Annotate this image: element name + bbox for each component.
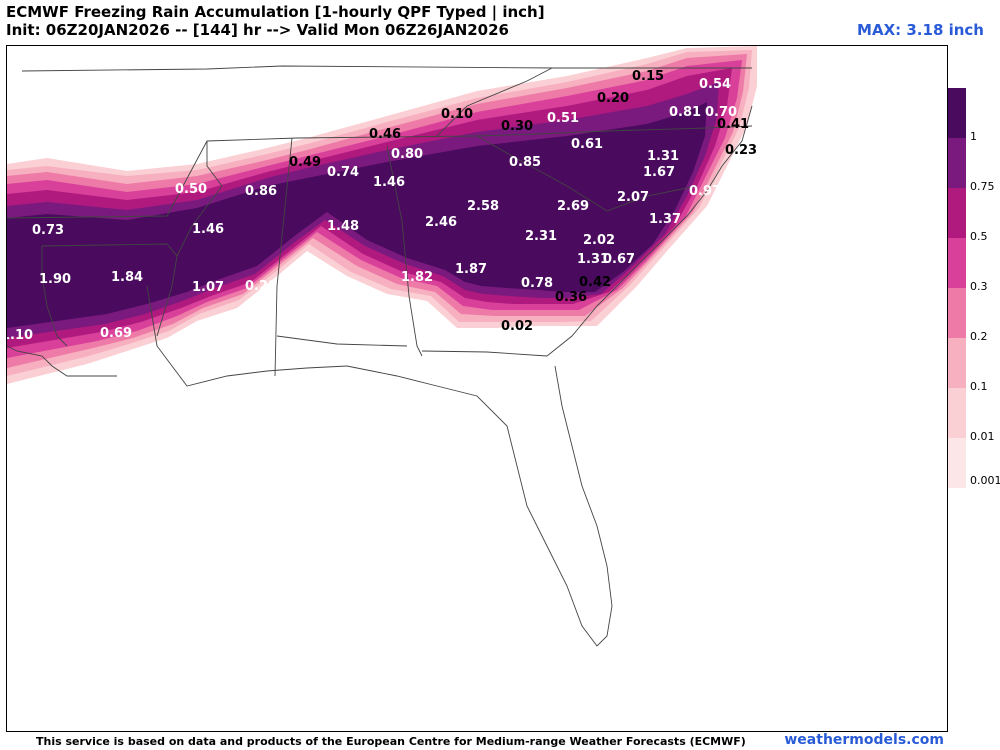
value-label: 1.67 (643, 165, 675, 180)
border-trace (7, 345, 117, 377)
border-trace (346, 365, 613, 647)
value-label: 0.41 (717, 117, 749, 132)
legend-swatch (948, 138, 966, 188)
value-label: 1.07 (192, 280, 224, 295)
value-label: 0.02 (501, 319, 533, 334)
legend-label: 0.3 (970, 280, 988, 293)
map-title: ECMWF Freezing Rain Accumulation [1-hour… (6, 3, 545, 21)
value-label: 0.28 (245, 279, 277, 294)
legend-label: 0.1 (970, 380, 988, 393)
value-label: 0.42 (579, 275, 611, 290)
data-credit: This service is based on data and produc… (36, 735, 746, 748)
border-trace (274, 137, 293, 377)
value-label: 0.50 (175, 182, 207, 197)
value-label: 0.30 (501, 119, 533, 134)
value-label: 0.36 (555, 290, 587, 305)
border-trace (386, 145, 423, 357)
legend-label: 0.2 (970, 330, 988, 343)
legend-swatch (948, 388, 966, 438)
value-label: 0.23 (725, 143, 757, 158)
value-label: 1.46 (373, 175, 405, 190)
value-label: 0.85 (509, 155, 541, 170)
value-label: 2.46 (425, 215, 457, 230)
value-label: 0.74 (327, 165, 359, 180)
legend-label: 0.5 (970, 230, 988, 243)
border-trace (421, 350, 548, 357)
value-label: 1.37 (649, 212, 681, 227)
border-trace (476, 135, 698, 212)
value-label: 0.70 (705, 105, 737, 120)
value-label: 0.15 (632, 69, 664, 84)
border-trace (436, 67, 553, 137)
border-trace (21, 65, 752, 72)
legend-swatch (948, 338, 966, 388)
value-labels: 0.15 0.54 0.20 0.81 0.70 0.10 0.51 0.41 0.30 0.46… (7, 69, 757, 343)
max-value-label: MAX: 3.18 inch (857, 21, 984, 39)
value-label: 0.51 (547, 111, 579, 126)
value-label: 1.82 (401, 270, 433, 285)
value-label: 0.67 (603, 252, 635, 267)
value-label: 2.58 (467, 199, 499, 214)
legend-label: 0.001 (970, 474, 1000, 487)
value-label: 2.07 (617, 190, 649, 205)
state-borders (7, 65, 753, 647)
map-panel: 0.15 0.54 0.20 0.81 0.70 0.10 0.51 0.41 0.30 0.46… (6, 45, 948, 732)
legend-label: 0.01 (970, 430, 995, 443)
border-trace (41, 246, 68, 347)
value-label: 2.69 (557, 199, 589, 214)
value-label: 0.69 (100, 326, 132, 341)
value-label: 1.90 (39, 272, 71, 287)
value-label: 0.20 (597, 91, 629, 106)
legend-swatch (948, 238, 966, 288)
precip-map: 0.15 0.54 0.20 0.81 0.70 0.10 0.51 0.41 0.30 0.46… (7, 46, 757, 647)
value-label: 0.97 (689, 184, 721, 199)
border-trace (176, 141, 223, 257)
legend-swatch (948, 188, 966, 238)
legend: 1 0.75 0.5 0.3 0.2 0.1 0.01 0.001 (948, 88, 1000, 488)
legend-swatch (948, 88, 966, 138)
value-label: 2.31 (525, 229, 557, 244)
value-label: 0.80 (391, 147, 423, 162)
value-label: 0.49 (289, 155, 321, 170)
border-trace (546, 105, 753, 357)
legend-label: 0.75 (970, 180, 995, 193)
border-trace (146, 285, 348, 387)
map-subtitle: Init: 06Z20JAN2026 -- [144] hr --> Valid… (6, 21, 509, 39)
border-trace (276, 335, 408, 347)
value-label: 0.73 (32, 223, 64, 238)
value-label: 0.10 (441, 107, 473, 122)
value-label: 0.81 (669, 105, 701, 120)
swath-core (7, 102, 707, 328)
value-label: 1.48 (327, 219, 359, 234)
value-label: 2.02 (583, 233, 615, 248)
brand-link[interactable]: weathermodels.com (784, 732, 944, 748)
value-label: 1.10 (7, 328, 33, 343)
legend-swatch (948, 438, 966, 488)
legend-label: 1 (970, 130, 977, 143)
value-label: 0.78 (521, 276, 553, 291)
value-label: 1.84 (111, 270, 143, 285)
border-trace (476, 125, 753, 137)
value-label: 1.31 (577, 252, 609, 267)
legend-swatch (948, 288, 966, 338)
value-label: 0.46 (369, 127, 401, 142)
value-label: 1.87 (455, 262, 487, 277)
value-label: 0.86 (245, 184, 277, 199)
value-label: 1.31 (647, 149, 679, 164)
value-label: 1.46 (192, 222, 224, 237)
value-label: 0.61 (571, 137, 603, 152)
value-label: 0.54 (699, 77, 731, 92)
